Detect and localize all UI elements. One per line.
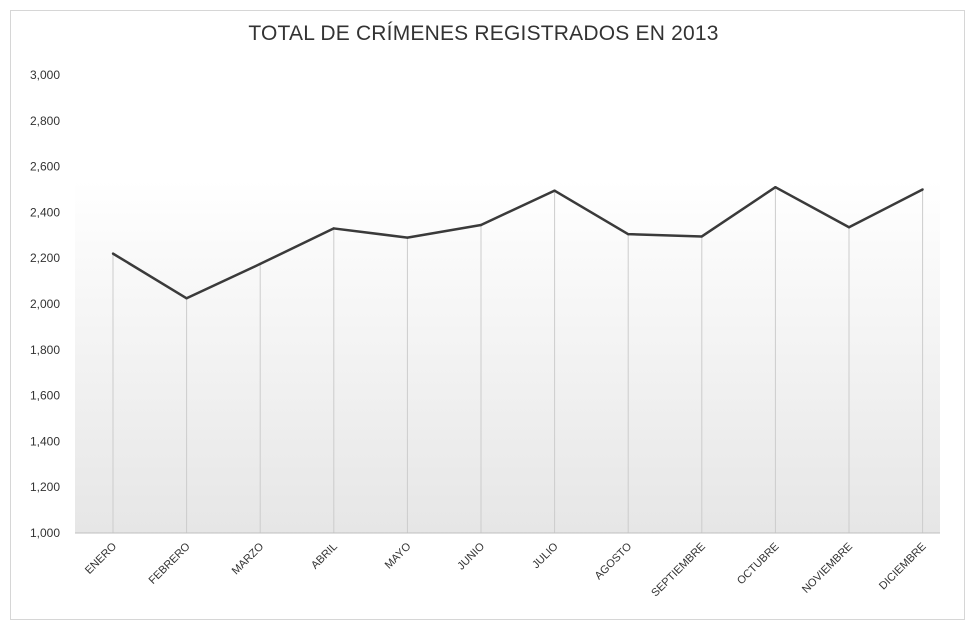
data-point — [259, 262, 262, 266]
y-tick-label: 1,600 — [30, 389, 60, 403]
y-tick-label: 1,800 — [30, 343, 60, 357]
data-point — [921, 188, 924, 191]
x-tick-label: OCTUBRE — [735, 541, 782, 588]
x-tick-label: MARZO — [230, 540, 267, 577]
x-tick-label: ENERO — [83, 540, 119, 576]
series-line — [112, 185, 924, 300]
y-tick-label: 2,400 — [30, 205, 60, 219]
y-tick-label: 3,000 — [30, 68, 60, 82]
x-tick-label: DICIEMBRE — [877, 541, 929, 593]
x-tick-label: FEBRERO — [147, 540, 193, 586]
y-tick-label: 1,000 — [30, 526, 60, 540]
chart-title: TOTAL DE CRÍMENES REGISTRADOS EN 2013 — [248, 22, 719, 45]
y-tick-label: 2,600 — [30, 160, 60, 174]
x-tick-label: NOVIEMBRE — [800, 541, 855, 596]
data-point — [479, 223, 483, 227]
data-point — [847, 226, 851, 229]
y-tick-label: 2,800 — [30, 114, 60, 128]
y-tick-label: 2,200 — [30, 251, 60, 265]
y-axis: 1,000 1,200 1,400 1,600 1,800 2,000 2,200 2,400… — [30, 68, 60, 540]
data-point — [406, 236, 409, 239]
drop-lines — [112, 187, 924, 533]
x-tick-label: AGOSTO — [593, 540, 635, 582]
x-tick-label: MAYO — [383, 540, 414, 571]
x-tick-label: JULIO — [530, 540, 561, 571]
y-tick-label: 1,400 — [30, 434, 60, 448]
plot-area — [75, 180, 940, 533]
data-point — [185, 297, 188, 300]
x-tick-label: JUNIO — [455, 540, 487, 572]
data-point — [332, 227, 335, 230]
x-tick-label: ABRIL — [309, 541, 340, 572]
data-point — [627, 232, 630, 236]
x-tick-label: SEPTIEMBRE — [649, 541, 708, 600]
data-point — [553, 189, 556, 192]
data-point — [111, 252, 115, 255]
data-point — [774, 186, 777, 189]
y-tick-label: 2,000 — [30, 297, 60, 311]
data-point — [700, 235, 703, 238]
series-line-group — [111, 185, 924, 300]
y-tick-label: 1,200 — [30, 480, 60, 494]
x-axis: ENERO FEBRERO MARZO ABRIL MAYO JUNIO JULIO AGOS… — [75, 532, 940, 600]
plot-background — [75, 180, 940, 533]
